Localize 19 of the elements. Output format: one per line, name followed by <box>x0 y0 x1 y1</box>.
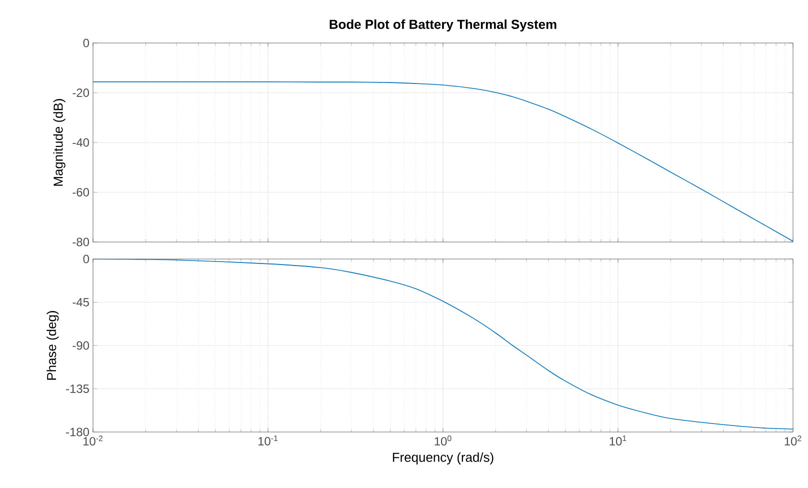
y-tick-label: -45 <box>72 298 89 306</box>
y-tick-label: -60 <box>72 188 90 196</box>
y-tick-label: -20 <box>72 88 90 97</box>
x-tick-label: 10$^{2}$ <box>784 436 802 446</box>
y-axis-title: Magnitude (dB) <box>53 99 66 186</box>
x-tick-label: 10$^{-2}$ <box>83 436 103 446</box>
y-tick-label: -180 <box>66 428 90 436</box>
y-tick-label: -80 <box>72 238 90 246</box>
chart-title: Bode Plot of Battery Thermal System <box>330 19 556 32</box>
y-tick-label: 0 <box>83 38 90 48</box>
x-axis-title: Frequency (rad/s) <box>392 452 494 464</box>
y-tick-label: -90 <box>72 341 90 350</box>
y-axis-title: Phase (deg) <box>46 311 59 380</box>
y-tick-label: 0 <box>83 254 90 264</box>
x-tick-label: 10$^{0}$ <box>434 436 452 446</box>
y-tick-label: -135 <box>66 384 89 393</box>
x-tick-label: 10$^{1}$ <box>610 436 626 446</box>
x-tick-label: 10$^{-1}$ <box>258 436 278 446</box>
y-tick-label: -40 <box>72 138 90 147</box>
